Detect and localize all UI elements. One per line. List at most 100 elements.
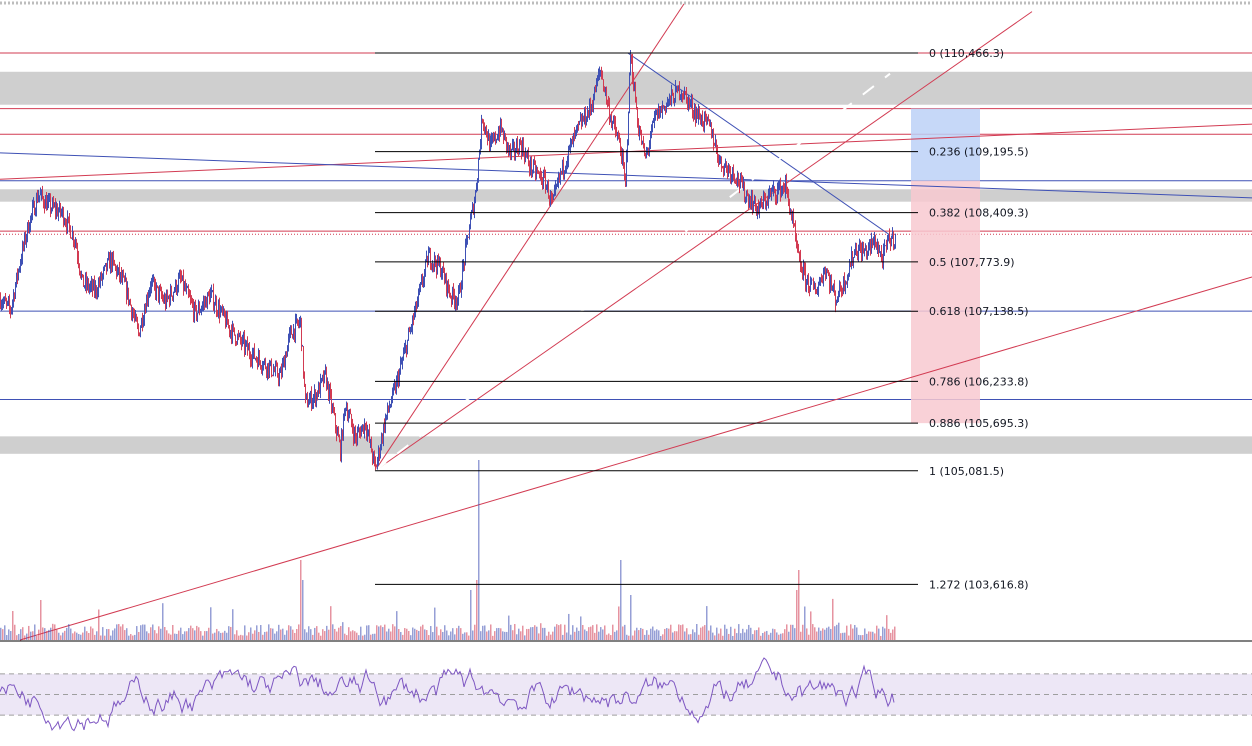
- descending-blue-trendline: [627, 52, 891, 236]
- volume-bar: [120, 626, 122, 640]
- volume-bar: [322, 629, 324, 640]
- volume-bar: [80, 634, 82, 640]
- volume-bar: [556, 624, 558, 640]
- volume-bar: [384, 624, 386, 640]
- volume-bar: [788, 631, 790, 640]
- volume-bar: [796, 590, 798, 640]
- volume-bar: [58, 632, 60, 640]
- volume-bar: [318, 632, 320, 640]
- fib-label-8: 1.272 (103,616.8): [929, 578, 1029, 591]
- volume-bar: [524, 635, 526, 640]
- volume-bar: [450, 631, 452, 640]
- volume-bar: [14, 624, 16, 640]
- volume-bar: [752, 634, 754, 640]
- volume-bar: [484, 625, 486, 640]
- volume-bar: [258, 631, 260, 640]
- volume-bar: [20, 629, 22, 640]
- volume-bar: [558, 625, 560, 640]
- volume-bar: [248, 632, 250, 640]
- volume-bar: [180, 627, 182, 640]
- volume-bar: [810, 611, 812, 640]
- volume-bar: [622, 626, 624, 640]
- volume-bar: [888, 628, 890, 640]
- volume-bar: [732, 635, 734, 640]
- volume-bar: [78, 634, 80, 640]
- volume-bar: [474, 624, 476, 640]
- volume-bar: [578, 630, 580, 640]
- volume-bar: [12, 611, 14, 640]
- volume-bar: [508, 615, 510, 640]
- volume-bar: [402, 634, 404, 640]
- volume-bar: [612, 624, 614, 640]
- volume-bar: [458, 625, 460, 640]
- volume-bar: [30, 631, 32, 640]
- volume-bar: [632, 635, 634, 640]
- volume-bar: [596, 624, 598, 640]
- volume-bar: [98, 609, 100, 640]
- volume-bar: [390, 631, 392, 640]
- volume-bar: [886, 615, 888, 640]
- volume-bar: [780, 633, 782, 640]
- volume-bar: [518, 628, 520, 640]
- volume-bar: [604, 625, 606, 640]
- volume-bar: [862, 635, 864, 640]
- volume-bar: [282, 628, 284, 640]
- volume-bar: [290, 626, 292, 640]
- volume-bar: [440, 629, 442, 640]
- volume-bar: [264, 631, 266, 640]
- volume-bar: [116, 624, 118, 640]
- volume-bar: [192, 628, 194, 640]
- volume-bar: [48, 629, 50, 640]
- position-tool: [911, 108, 980, 424]
- volume-bar: [812, 624, 814, 640]
- volume-bar: [606, 634, 608, 640]
- volume-bar: [424, 629, 426, 640]
- volume-bar: [408, 630, 410, 640]
- volume-bar: [784, 629, 786, 640]
- volume-bar: [236, 630, 238, 640]
- volume-bar: [516, 634, 518, 640]
- volume-bar: [240, 634, 242, 640]
- gray-zone-2: [0, 436, 1252, 454]
- volume-bar: [0, 627, 2, 640]
- volume-bar: [132, 635, 134, 640]
- volume-bar: [126, 628, 128, 640]
- volume-bar: [674, 631, 676, 640]
- volume-bar: [594, 632, 596, 640]
- volume-bar: [514, 624, 516, 640]
- volume-bar: [574, 631, 576, 640]
- volume-bar: [838, 622, 840, 640]
- volume-bar: [310, 629, 312, 640]
- volume-bar: [520, 631, 522, 640]
- volume-bar: [104, 635, 106, 640]
- volume-bar: [652, 626, 654, 640]
- volume-bar: [852, 628, 854, 640]
- dashed-fib-trend: [374, 72, 891, 472]
- volume-bar: [522, 625, 524, 640]
- volume-bar: [66, 627, 68, 640]
- volume-bar: [300, 560, 302, 640]
- volume-bar: [344, 633, 346, 640]
- volume-bar: [394, 626, 396, 640]
- volume-bar: [498, 627, 500, 640]
- volume-bar: [348, 627, 350, 640]
- fib-label-0: 0 (110,466.3): [929, 47, 1004, 60]
- volume-bar: [18, 633, 20, 640]
- volume-bar: [400, 632, 402, 640]
- volume-bar: [822, 628, 824, 640]
- volume-bar: [158, 626, 160, 640]
- volume-bar: [864, 628, 866, 640]
- volume-bar: [140, 625, 142, 640]
- volume-bar: [894, 626, 896, 640]
- volume-bar: [396, 611, 398, 640]
- volume-bar: [46, 630, 48, 640]
- volume-bar: [242, 635, 244, 640]
- zones-layer: [0, 71, 1252, 454]
- volume-bar: [648, 634, 650, 640]
- volume-bar: [538, 633, 540, 640]
- volume-bar: [818, 627, 820, 640]
- volume-bar: [758, 627, 760, 640]
- volume-bar: [102, 627, 104, 640]
